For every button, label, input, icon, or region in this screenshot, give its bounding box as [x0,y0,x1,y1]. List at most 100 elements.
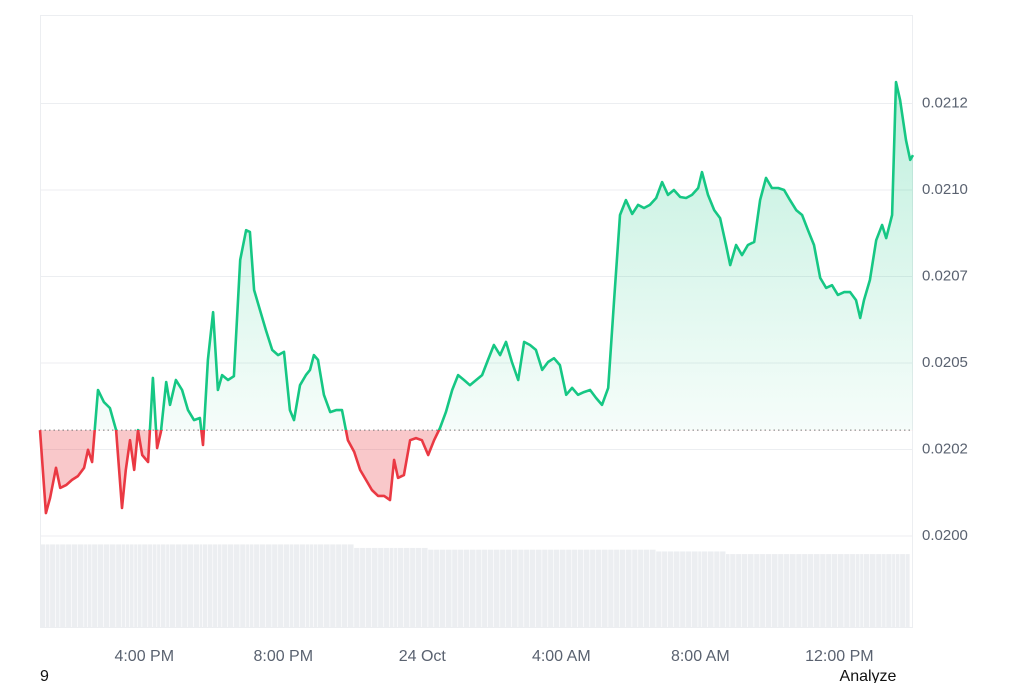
volume-bar [50,544,56,628]
volume-bar [222,544,228,628]
volume-bar [886,554,892,628]
volume-bar [667,551,674,628]
volume-bar [84,544,88,628]
volume-bar [416,547,422,628]
volume-bar [452,549,458,628]
volume-bar [323,544,330,628]
volume-bar [802,554,808,628]
volume-bar [347,544,354,628]
volume-bar [217,544,222,628]
y-tick-label: 0.0207 [922,267,968,284]
volume-bar [360,547,366,628]
volume-bar [778,554,784,628]
volume-bar [876,554,882,628]
volume-bar [535,549,542,628]
x-tick-label: 12:00 PM [805,648,873,665]
price-area [40,82,913,514]
volume-bar [421,547,428,628]
volume-bar [207,544,213,628]
volume-bar [789,554,796,628]
volume-bar [193,544,200,628]
volume-bar [662,551,668,628]
volume-bar [354,547,360,628]
volume-bar [142,544,148,628]
volume-bar [403,547,410,628]
volume-bar [601,549,608,628]
volume-bar [294,544,300,628]
volume-bar [134,544,138,628]
volume-bar [844,554,850,628]
volume-bar [254,544,260,628]
volume-bar [482,549,488,628]
price-layer [38,80,915,515]
volume-bar [157,544,161,628]
volume-bar [869,554,876,628]
volume-bar [148,544,153,628]
volume-bar [66,544,72,628]
volume-bar [906,554,910,628]
volume-bar [188,544,194,628]
volume-bar [856,554,860,628]
volume-bar [458,549,464,628]
volume-bar [796,554,802,628]
volume-bar [590,549,596,628]
volume-bar [199,544,203,628]
volume-bar [760,554,766,628]
volume-bar [125,544,130,628]
volume-bar [649,549,656,628]
volume-bar [614,549,620,628]
volume-bar [305,544,310,628]
volume-layer [40,544,910,628]
volume-bar [202,544,208,628]
y-tick-label: 0.0200 [922,527,968,544]
price-line [38,80,915,515]
volume-bar [808,554,814,628]
volume-bar [506,549,512,628]
volume-bar [583,549,590,628]
volume-bar [397,547,404,628]
volume-bar [726,554,730,628]
volume-bar [771,554,778,628]
volume-bar [500,549,506,628]
volume-bar [92,544,98,628]
volume-bar [77,544,84,628]
volume-bar [55,544,60,628]
volume-bar [892,554,896,628]
footer-left: 9 [40,668,49,683]
volume-bar [213,544,218,628]
volume-bar [730,554,736,628]
volume-bar [656,551,662,628]
volume-bar [299,544,306,628]
volume-bar [837,554,844,628]
volume-bar [318,544,324,628]
x-tick-label: 24 Oct [399,648,447,665]
volume-bar [644,549,650,628]
volume-bar [283,544,290,628]
volume-bar [389,547,394,628]
volume-bar [434,549,440,628]
volume-bar [530,549,536,628]
volume-bar [900,554,906,628]
x-tick-label: 8:00 PM [253,648,313,665]
volume-bar [736,554,742,628]
volume-bar [98,544,104,628]
volume-bar [169,544,176,628]
volume-bar [228,544,234,628]
volume-bar [313,544,318,628]
volume-bar [895,554,900,628]
volume-bar [109,544,116,628]
volume-bar [548,549,554,628]
volume-bar [160,544,166,628]
volume-bar [577,549,584,628]
volume-bar [246,544,250,628]
volume-bar [289,544,294,628]
volume-bar [720,551,726,628]
volume-bar [440,549,446,628]
volume-bar [259,544,266,628]
volume-bar [233,544,240,628]
footer-right[interactable]: Analyze [840,668,897,683]
volume-bar [182,544,188,628]
volume-bar [813,554,820,628]
